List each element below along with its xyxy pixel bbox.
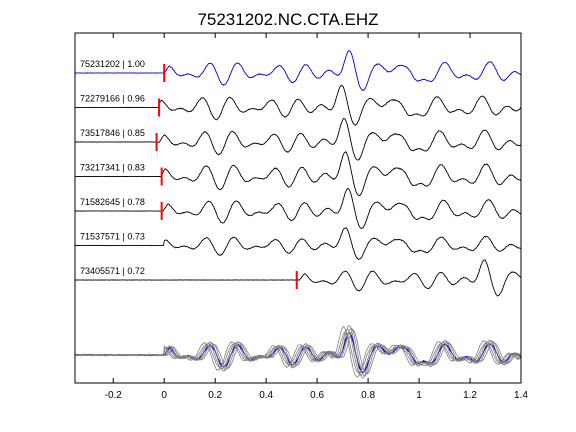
- trace-line-71537571: [74, 227, 522, 260]
- trace-label-73217341: 73217341 | 0.83: [80, 163, 145, 173]
- x-tick-label-8: 1.4: [514, 390, 528, 401]
- trace-label-71582645: 71582645 | 0.78: [80, 197, 145, 207]
- trace-label-73517846: 73517846 | 0.85: [80, 128, 145, 138]
- trace-label-73405571: 73405571 | 0.72: [80, 266, 145, 276]
- figure-title: 75231202.NC.CTA.EHZ: [197, 10, 378, 29]
- x-tick-label-7: 1.2: [463, 390, 477, 401]
- x-tick-label-4: 0.6: [310, 390, 324, 401]
- traces-group: [74, 50, 522, 297]
- stack-line-71537571: [74, 325, 522, 378]
- stack-line-75231202: [74, 331, 522, 373]
- x-tick-label-1: 0: [161, 390, 167, 401]
- stack-line-73405571: [74, 325, 522, 379]
- trace-label-75231202: 75231202 | 1.00: [80, 59, 145, 69]
- x-axis: -0.2 0 0.2 0.4 0.6 0.8 1 1.2 1.4: [105, 33, 528, 401]
- trace-line-73405571: [74, 259, 522, 297]
- trace-line-73217341: [74, 151, 522, 197]
- x-tick-label-2: 0.2: [208, 390, 222, 401]
- picks-group: [155, 64, 298, 289]
- stack-line-71582645: [74, 327, 522, 376]
- trace-line-72279166: [74, 84, 522, 126]
- stack-line-73517846: [74, 329, 522, 375]
- stack-group: [74, 325, 522, 379]
- trace-line-75231202: [74, 50, 522, 92]
- x-tick-label-0: -0.2: [105, 390, 123, 401]
- trace-line-71582645: [74, 187, 522, 229]
- x-tick-label-5: 0.8: [361, 390, 375, 401]
- stack-line-73217341: [74, 328, 522, 376]
- trace-label-72279166: 72279166 | 0.96: [80, 94, 145, 104]
- trace-label-71537571: 71537571 | 0.73: [80, 232, 145, 242]
- x-tick-label-3: 0.4: [259, 390, 273, 401]
- x-tick-label-6: 1: [416, 390, 422, 401]
- axes-frame: [74, 32, 522, 384]
- trace-line-73517846: [74, 117, 522, 161]
- trace-labels-group: 75231202 | 1.00 72279166 | 0.96 73517846 |…: [80, 59, 145, 276]
